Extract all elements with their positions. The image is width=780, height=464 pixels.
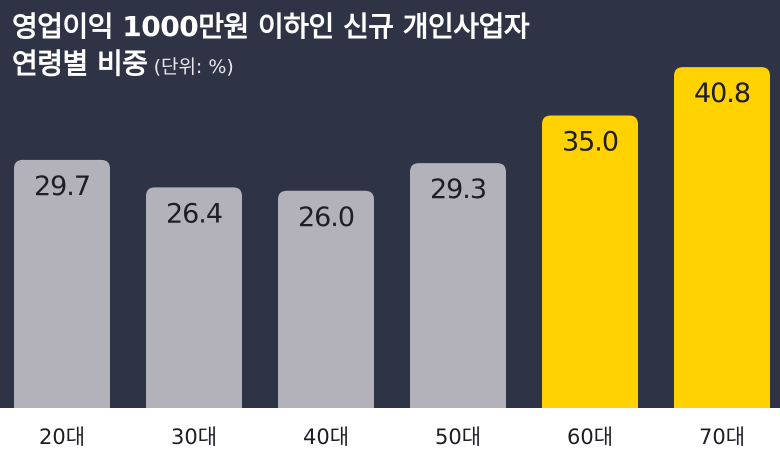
bar-70대 <box>674 67 770 409</box>
bar-60대 <box>542 115 638 409</box>
x-tick-label: 60대 <box>567 425 613 449</box>
chart-title: 영업이익 1000만원 이하인 신규 개인사업자 연령별 비중 (단위: %) <box>12 8 530 86</box>
x-tick-label: 40대 <box>303 425 349 449</box>
x-tick-label: 20대 <box>39 425 85 449</box>
x-tick-label: 50대 <box>435 425 481 449</box>
bar-30대 <box>146 187 242 408</box>
chart-title-line2: 연령별 비중 <box>12 47 148 80</box>
value-label: 40.8 <box>694 78 750 109</box>
x-tick-label: 30대 <box>171 425 217 449</box>
bar-20대 <box>14 159 110 408</box>
value-label: 35.0 <box>562 127 618 158</box>
x-tick-label: 70대 <box>699 425 745 449</box>
value-label: 26.0 <box>298 202 354 233</box>
unit-note: (단위: %) <box>153 56 234 78</box>
axis-band <box>0 408 780 464</box>
value-label: 29.7 <box>34 171 90 202</box>
bar-50대 <box>410 163 506 408</box>
value-label: 29.3 <box>430 174 486 205</box>
value-label: 26.4 <box>166 198 222 229</box>
bar-40대 <box>278 190 374 408</box>
chart-title-line1: 영업이익 1000만원 이하인 신규 개인사업자 <box>12 10 530 43</box>
